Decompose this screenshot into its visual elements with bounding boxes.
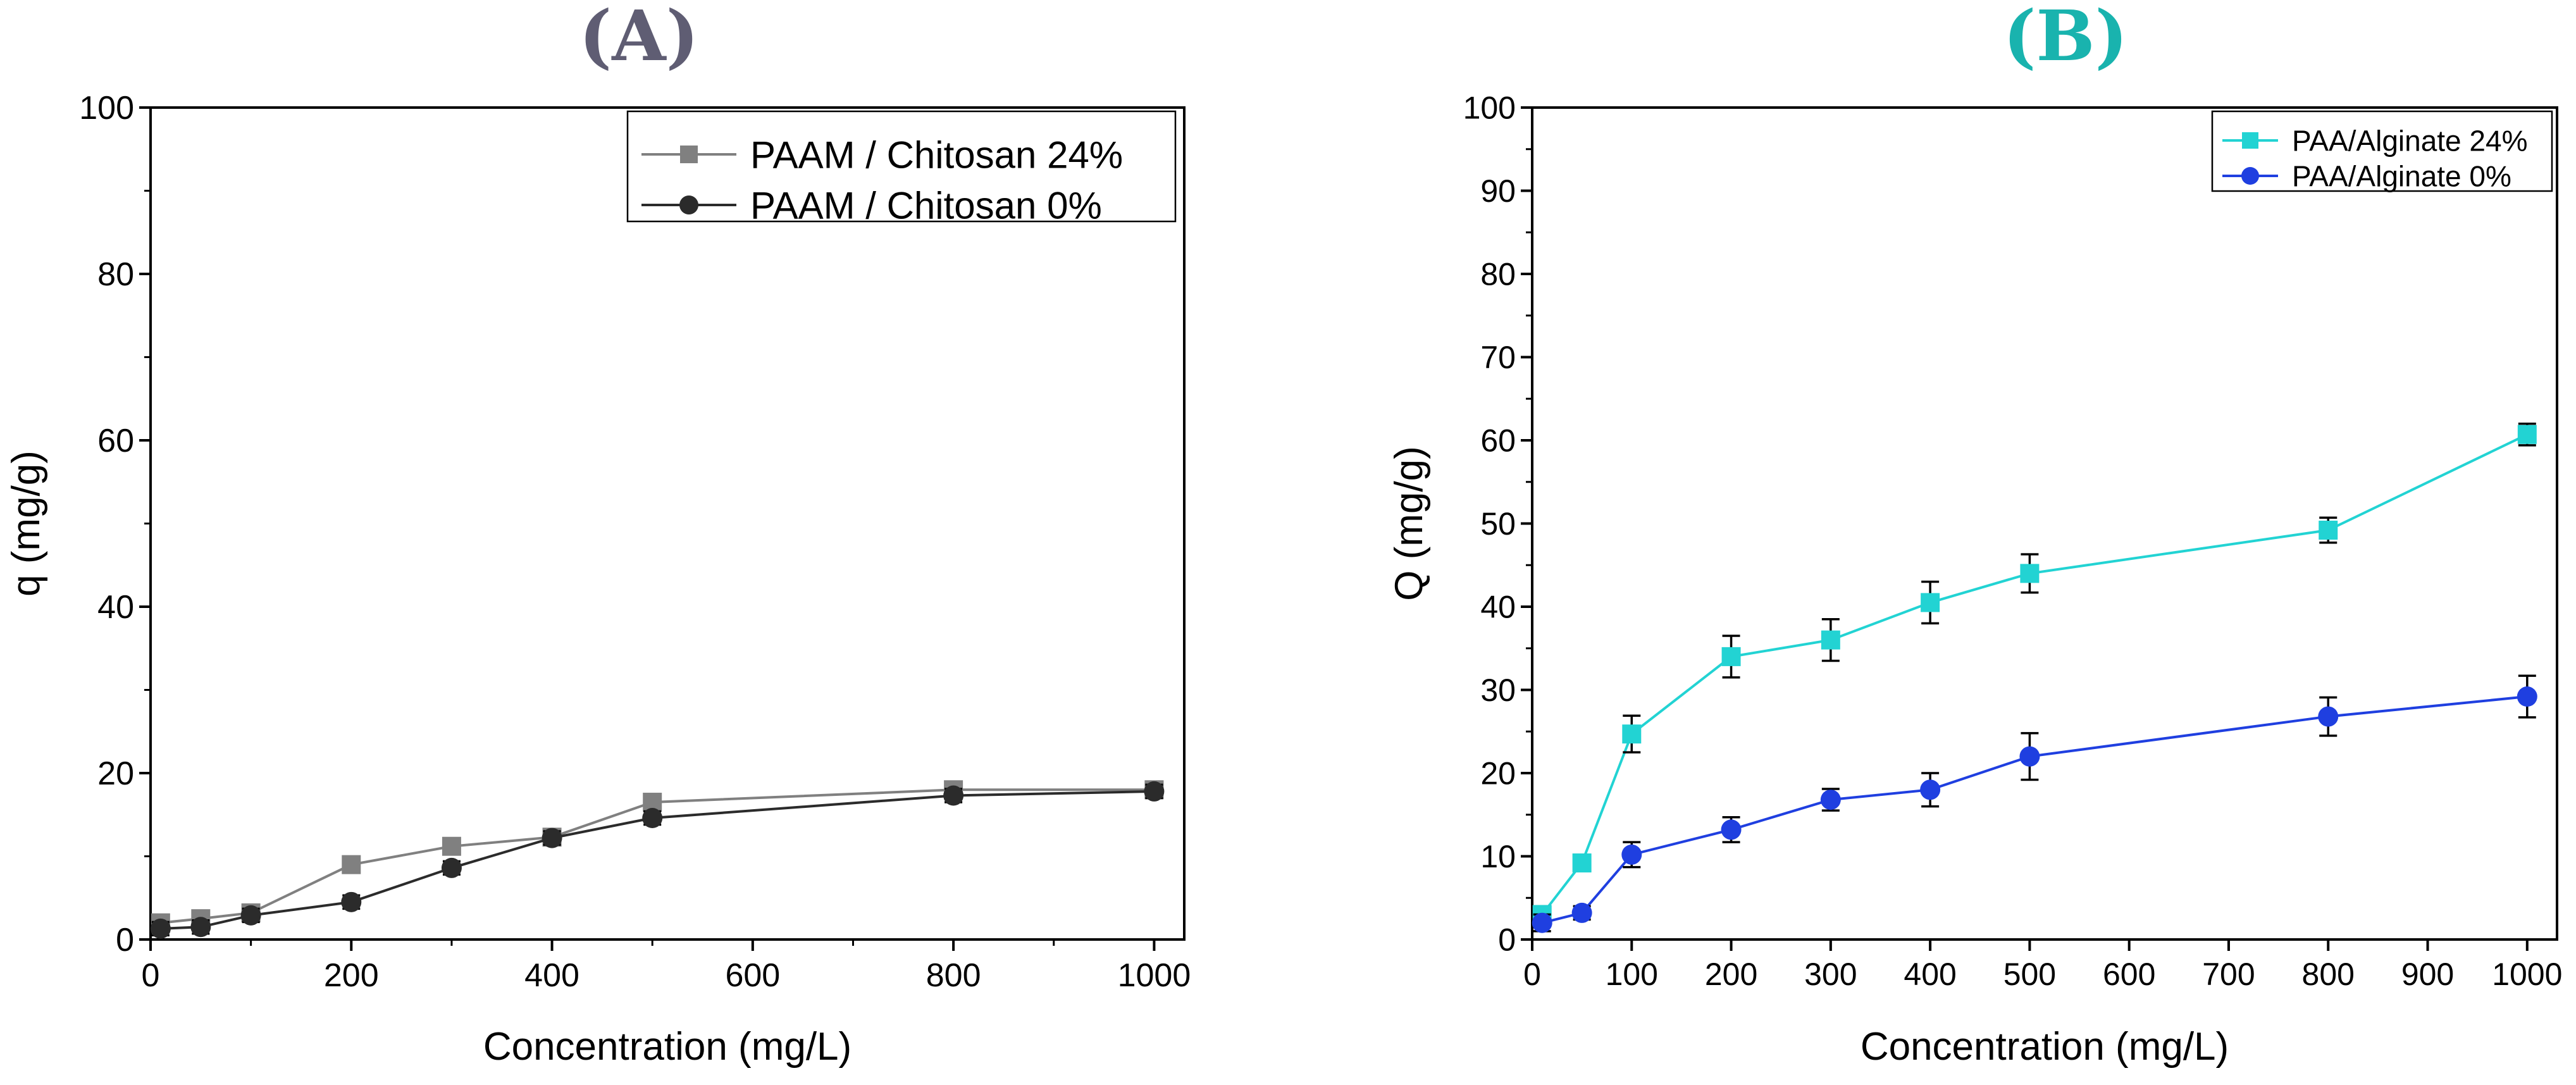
y-tick-label: 50 [1480, 506, 1516, 542]
data-point [1622, 724, 1642, 744]
panel-label: (A) [579, 0, 698, 77]
y-tick-label: 40 [1480, 590, 1516, 625]
x-axis-label: Concentration (mg/L) [1861, 1025, 2229, 1069]
x-tick-label: 200 [1705, 957, 1757, 992]
y-tick-label: 20 [1480, 756, 1516, 791]
y-tick-label: 90 [1480, 173, 1516, 209]
x-tick-label: 500 [2003, 957, 2056, 992]
data-point [2517, 425, 2537, 444]
x-tick-label: 600 [2103, 957, 2155, 992]
data-point [1921, 593, 1940, 612]
y-axis-label: Q (mg/g) [1387, 446, 1431, 601]
x-tick-label: 600 [725, 957, 780, 994]
y-tick-label: 100 [79, 90, 134, 127]
plot-frame [1531, 106, 2558, 941]
series-line [1542, 695, 2528, 924]
data-point [441, 857, 462, 878]
data-point [542, 828, 562, 848]
series-1 [1532, 674, 2537, 933]
data-point [2319, 521, 2338, 540]
y-tick-label: 30 [1480, 673, 1516, 708]
y-tick-label: 0 [116, 922, 134, 958]
data-point [943, 785, 964, 806]
x-tick-label: 400 [524, 957, 579, 994]
legend-label: PAA/Alginate 0% [2292, 160, 2511, 193]
data-point [150, 918, 171, 939]
legend-marker [680, 146, 698, 163]
data-point [2517, 686, 2537, 707]
x-axis-label: Concentration (mg/L) [483, 1025, 851, 1069]
data-point [1571, 902, 1592, 923]
legend-marker [679, 195, 698, 214]
x-tick-label: 100 [1606, 957, 1658, 992]
chart-panel-a: (A) 0 200 400 600 800 1000 0 20 40 60 80 100 Concentr… [4, 0, 1191, 1069]
data-point [642, 808, 663, 829]
y-tick-label: 100 [1463, 90, 1516, 126]
data-point [1621, 844, 1642, 865]
chart-panel-b: (B) 0 100 200 300 400 500 600 700 800 900 1000 0 10 20… [1387, 0, 2562, 1069]
x-tick-label: 900 [2401, 957, 2454, 992]
y-axis-label: q (mg/g) [4, 450, 48, 597]
data-point [1572, 853, 1592, 873]
series-line [1541, 433, 2528, 915]
y-tick-label: 20 [97, 755, 134, 792]
legend-label: PAA/Alginate 24% [2292, 125, 2528, 158]
x-tick-label: 1000 [1118, 957, 1191, 994]
y-tick-label: 70 [1480, 340, 1516, 375]
x-tick-label: 400 [1904, 957, 1956, 992]
y-tick-label: 60 [1480, 423, 1516, 459]
data-point [442, 836, 461, 856]
y-tick-label: 60 [97, 423, 134, 459]
series-0 [1532, 422, 2537, 924]
data-point [2020, 564, 2040, 583]
x-tick-label: 200 [324, 957, 379, 994]
legend-marker [2242, 132, 2258, 149]
legend-label: PAAM / Chitosan 24% [750, 134, 1123, 177]
data-point [1820, 790, 1841, 810]
y-tick-label: 80 [1480, 257, 1516, 292]
data-point [1920, 779, 1941, 800]
x-tick-label: 700 [2202, 957, 2255, 992]
legend-box [626, 110, 1177, 223]
x-tick-label: 800 [2302, 957, 2355, 992]
data-point [1821, 630, 1840, 650]
y-tick-label: 80 [97, 256, 134, 293]
legend: PAAM / Chitosan 24% PAAM / Chitosan 0% [626, 110, 1177, 227]
y-tick-label: 0 [1498, 922, 1516, 958]
data-point [240, 905, 261, 926]
data-point [2318, 706, 2339, 727]
legend: PAA/Alginate 24%PAA/Alginate 0% [2211, 110, 2553, 193]
legend-marker [2241, 167, 2259, 185]
data-point [1721, 647, 1741, 666]
y-tick-label: 40 [97, 589, 134, 626]
legend-box [2211, 110, 2553, 192]
data-point [190, 917, 211, 938]
y-tick-label: 10 [1480, 839, 1516, 874]
x-tick-label: 0 [142, 957, 160, 994]
data-point [1721, 819, 1742, 840]
data-point [342, 855, 361, 874]
plot-frame [149, 106, 1186, 941]
x-tick-label: 0 [1523, 957, 1541, 992]
x-tick-label: 800 [926, 957, 981, 994]
data-point [341, 891, 362, 912]
data-point [1532, 912, 1552, 933]
panel-label: (B) [2003, 0, 2127, 77]
x-tick-label: 1000 [2492, 957, 2562, 992]
legend-label: PAAM / Chitosan 0% [750, 185, 1102, 227]
data-point [2019, 746, 2040, 767]
x-tick-label: 300 [1804, 957, 1857, 992]
data-point [1144, 781, 1165, 802]
series-1 [150, 781, 1165, 939]
